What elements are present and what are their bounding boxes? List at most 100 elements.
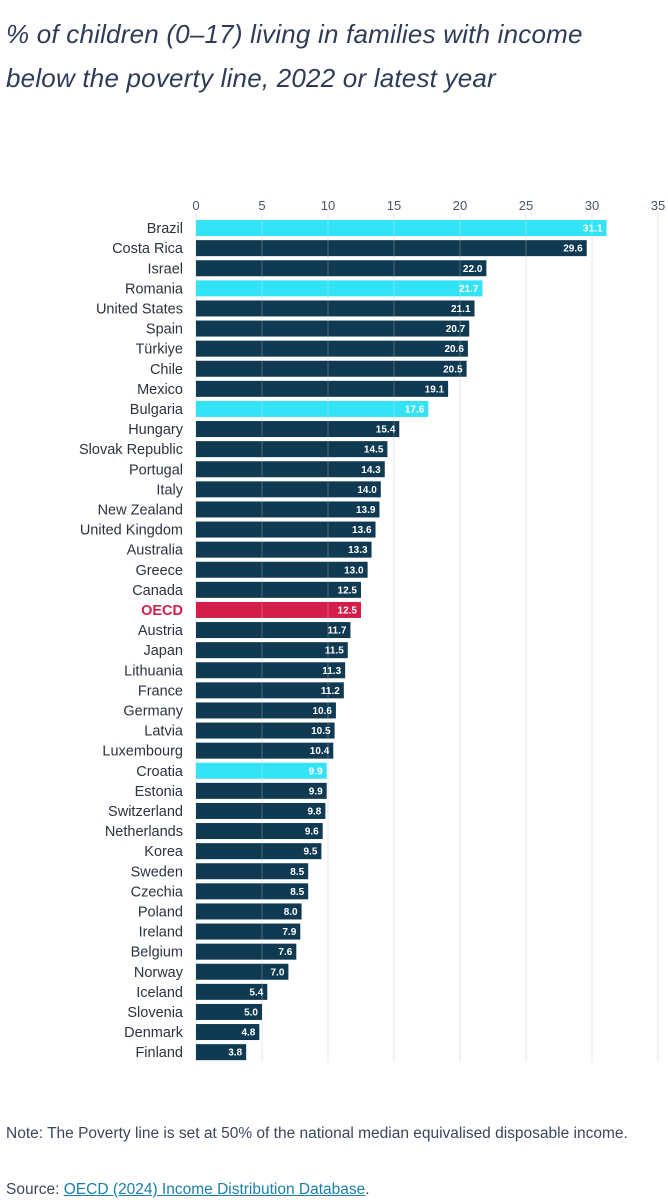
value-label: 13.6 bbox=[352, 525, 372, 536]
bar bbox=[196, 843, 322, 860]
bar bbox=[196, 863, 309, 880]
category-label: Norway bbox=[134, 965, 184, 981]
chart-title: % of children (0–17) living in families … bbox=[6, 19, 583, 93]
value-label: 7.6 bbox=[278, 947, 292, 958]
category-label: Switzerland bbox=[108, 804, 183, 820]
value-label: 4.8 bbox=[241, 1028, 255, 1039]
value-label: 21.7 bbox=[459, 284, 479, 295]
category-label: Canada bbox=[132, 583, 184, 599]
x-tick-label: 0 bbox=[192, 198, 199, 213]
category-label: Iceland bbox=[136, 985, 183, 1001]
category-label: Italy bbox=[156, 482, 183, 498]
category-label: Croatia bbox=[136, 764, 184, 780]
bar bbox=[196, 260, 487, 277]
bar bbox=[196, 883, 309, 900]
category-label: Finland bbox=[135, 1045, 183, 1061]
bar bbox=[196, 983, 268, 1000]
category-label: Portugal bbox=[129, 462, 183, 478]
value-label: 10.4 bbox=[310, 746, 330, 757]
bar bbox=[196, 581, 361, 598]
category-label: Luxembourg bbox=[102, 744, 183, 760]
bar bbox=[196, 1044, 247, 1061]
category-label: Costa Rica bbox=[112, 241, 184, 257]
value-label: 8.5 bbox=[290, 887, 304, 898]
source-prefix: Source: bbox=[6, 1181, 64, 1198]
value-label: 29.6 bbox=[563, 244, 583, 255]
category-label: Czechia bbox=[131, 884, 184, 900]
category-label: Brazil bbox=[147, 221, 183, 237]
bar bbox=[196, 622, 351, 639]
category-label: Netherlands bbox=[105, 824, 183, 840]
bar bbox=[196, 400, 429, 417]
category-label: Poland bbox=[138, 904, 183, 920]
value-label: 10.5 bbox=[311, 726, 331, 737]
bar bbox=[196, 340, 468, 357]
source-line: Source: OECD (2024) Income Distribution … bbox=[6, 1176, 370, 1203]
value-label: 14.0 bbox=[357, 485, 377, 496]
category-label: Chile bbox=[150, 362, 183, 378]
bar bbox=[196, 642, 348, 659]
bar bbox=[196, 662, 346, 679]
value-label: 13.3 bbox=[348, 545, 368, 556]
category-label: Ireland bbox=[139, 925, 183, 941]
source-suffix: . bbox=[365, 1181, 370, 1198]
bar bbox=[196, 923, 301, 940]
category-labels: Brazil Costa Rica Israel Romania United Stat… bbox=[79, 221, 184, 1061]
bar bbox=[196, 742, 334, 759]
bar bbox=[196, 541, 372, 558]
bar bbox=[196, 300, 475, 317]
bar-chart: 0 5 10 15 20 25 30 35 Brazil Costa Rica Israel Rom… bbox=[0, 190, 668, 1075]
source-link[interactable]: OECD (2024) Income Distribution Database bbox=[63, 1181, 366, 1198]
bar bbox=[196, 782, 327, 799]
value-label: 13.0 bbox=[344, 565, 364, 576]
x-tick-label: 20 bbox=[453, 198, 467, 213]
x-tick-label: 30 bbox=[585, 198, 599, 213]
bar bbox=[196, 823, 323, 840]
value-label: 7.0 bbox=[270, 967, 284, 978]
bar bbox=[196, 360, 467, 377]
bar bbox=[196, 722, 335, 739]
bar bbox=[196, 682, 344, 699]
x-tick-label: 35 bbox=[651, 198, 665, 213]
value-label: 9.8 bbox=[307, 806, 321, 817]
category-label: Germany bbox=[123, 703, 183, 719]
x-tick-label: 15 bbox=[387, 198, 401, 213]
category-label: Austria bbox=[138, 623, 184, 639]
category-label: Türkiye bbox=[135, 342, 183, 358]
bar bbox=[196, 220, 607, 237]
category-label: Denmark bbox=[124, 1025, 184, 1041]
value-label: 20.5 bbox=[443, 364, 463, 375]
value-label: 14.3 bbox=[361, 465, 381, 476]
value-label: 20.6 bbox=[444, 344, 464, 355]
category-label: Greece bbox=[135, 563, 183, 579]
bar bbox=[196, 963, 289, 980]
category-label: Sweden bbox=[131, 864, 183, 880]
category-label: Slovenia bbox=[127, 1005, 184, 1021]
value-label: 7.9 bbox=[282, 927, 296, 938]
category-label: Israel bbox=[148, 261, 183, 277]
category-label: United Kingdom bbox=[80, 523, 183, 539]
bar bbox=[196, 601, 361, 618]
bar-chart-svg: 0 5 10 15 20 25 30 35 Brazil Costa Rica Israel Rom… bbox=[79, 198, 665, 1063]
footnote: Note: The Poverty line is set at 50% of … bbox=[6, 1125, 628, 1142]
value-label: 31.1 bbox=[583, 224, 603, 235]
value-label: 11.3 bbox=[322, 666, 341, 677]
value-label: 5.0 bbox=[244, 1007, 258, 1018]
x-tick-label: 10 bbox=[321, 198, 335, 213]
category-label: France bbox=[138, 683, 183, 699]
value-labels: 31.129.6 22.0 21.7 21.1 20.7 20.6 20.5 19.117.6… bbox=[228, 224, 603, 1059]
value-label: 9.9 bbox=[309, 786, 323, 797]
category-label: Lithuania bbox=[124, 663, 184, 679]
value-label: 10.6 bbox=[312, 706, 332, 717]
bar bbox=[196, 461, 385, 478]
category-label: Bulgaria bbox=[130, 402, 184, 418]
value-label: 12.5 bbox=[338, 585, 358, 596]
value-label: 19.1 bbox=[425, 384, 445, 395]
category-label: Romania bbox=[125, 281, 184, 297]
value-label: 15.4 bbox=[376, 425, 396, 436]
value-label: 8.0 bbox=[284, 907, 298, 918]
value-label: 13.9 bbox=[356, 505, 376, 516]
category-label: Australia bbox=[127, 543, 184, 559]
value-label: 17.6 bbox=[405, 404, 425, 415]
bar bbox=[196, 280, 483, 297]
